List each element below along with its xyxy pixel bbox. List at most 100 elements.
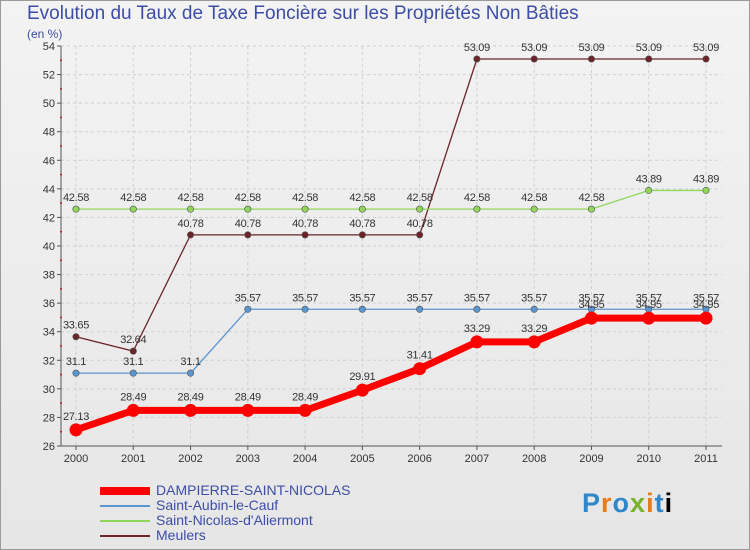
data-point [699, 311, 713, 325]
data-point [645, 55, 653, 63]
data-label: 28.49 [235, 391, 261, 403]
data-point [129, 347, 137, 355]
data-point [587, 205, 595, 213]
y-tick-label: 32 [43, 355, 55, 367]
legend-swatch-dampierre [100, 487, 150, 495]
data-label: 42.58 [235, 192, 261, 204]
data-point [416, 205, 424, 213]
logo-letter: o [612, 488, 631, 518]
data-label: 31.41 [407, 350, 433, 362]
data-point [470, 335, 484, 349]
y-axis-unit: (en %) [27, 27, 63, 41]
data-point [244, 231, 252, 239]
legend-swatch-saint-nicolas [100, 520, 150, 522]
data-point [355, 383, 369, 397]
y-tick-label: 38 [43, 270, 55, 282]
logo-letter: r [601, 488, 613, 518]
data-point [358, 231, 366, 239]
series-line-3 [72, 314, 710, 434]
data-point [642, 311, 656, 325]
y-tick-label: 40 [43, 241, 55, 253]
data-point [244, 205, 252, 213]
data-point [584, 311, 598, 325]
series-line-1 [75, 189, 707, 210]
y-tick-label: 28 [43, 412, 55, 424]
data-label: 42.58 [578, 192, 604, 204]
data-label: 35.57 [636, 292, 662, 304]
y-tick-label: 42 [43, 212, 55, 224]
data-label: 32.64 [120, 334, 146, 346]
data-label: 28.49 [292, 391, 318, 403]
data-label: 40.78 [407, 218, 433, 230]
logo-letter: i [646, 488, 655, 518]
data-label: 40.78 [349, 218, 375, 230]
data-point [301, 205, 309, 213]
data-label: 31.1 [123, 356, 143, 368]
data-label: 35.57 [521, 292, 547, 304]
data-label: 35.57 [407, 292, 433, 304]
x-tick-label: 2000 [64, 453, 88, 465]
data-label: 29.91 [349, 371, 375, 383]
axes: 26 28 30 32 34 36 38 40 42 44 46 48 50 52 54 2000 2001 20… [43, 41, 722, 465]
y-tick-label: 26 [43, 441, 55, 453]
legend-label-saint-aubin: Saint-Aubin-le-Cauf [156, 497, 279, 513]
x-tick-label: 2001 [121, 453, 145, 465]
data-label: 33.65 [63, 320, 89, 332]
data-label: 42.58 [63, 192, 89, 204]
data-label: 53.09 [636, 42, 662, 54]
data-label: 31.1 [180, 356, 200, 368]
data-point [416, 305, 424, 313]
chart-title: Evolution du Taux de Taxe Foncière sur l… [27, 3, 579, 24]
proxiti-logo: Proxiti [582, 488, 673, 519]
data-label: 42.58 [178, 192, 204, 204]
data-point [473, 55, 481, 63]
data-point [69, 423, 83, 437]
x-tick-label: 2010 [636, 453, 660, 465]
data-label: 33.29 [521, 323, 547, 335]
data-point [587, 55, 595, 63]
data-label: 35.57 [235, 292, 261, 304]
logo-letter: t [654, 488, 665, 518]
x-tick-label: 2009 [579, 453, 603, 465]
data-point [301, 305, 309, 313]
data-label: 42.58 [407, 192, 433, 204]
data-label: 34.95 [693, 299, 719, 311]
data-label: 31.1 [66, 356, 86, 368]
data-label: 43.89 [693, 173, 719, 185]
data-point [530, 305, 538, 313]
data-point [358, 205, 366, 213]
data-label: 53.09 [693, 42, 719, 54]
data-point [416, 231, 424, 239]
data-label: 42.58 [292, 192, 318, 204]
data-label: 35.57 [693, 292, 719, 304]
legend-label-dampierre: DAMPIERRE-SAINT-NICOLAS [156, 482, 351, 498]
x-tick-label: 2004 [293, 453, 317, 465]
y-tick-label: 30 [43, 384, 55, 396]
data-label: 53.09 [464, 42, 490, 54]
data-label: 40.78 [292, 218, 318, 230]
grid [61, 45, 722, 447]
data-label: 42.58 [464, 192, 490, 204]
data-point [301, 231, 309, 239]
x-tick-label: 2011 [694, 453, 718, 465]
series-line-2 [75, 308, 707, 374]
data-point [187, 369, 195, 377]
data-point [241, 403, 255, 417]
data-point [72, 205, 80, 213]
data-label: 40.78 [235, 218, 261, 230]
legend-swatch-meulers [100, 535, 150, 537]
data-point [129, 369, 137, 377]
data-point [530, 55, 538, 63]
data-label: 42.58 [120, 192, 146, 204]
y-tick-label: 50 [43, 98, 55, 110]
data-point [298, 403, 312, 417]
data-point [473, 205, 481, 213]
legend-label-saint-nicolas: Saint-Nicolas-d'Aliermont [156, 512, 313, 528]
data-label: 53.09 [521, 42, 547, 54]
legend-swatch-saint-aubin [100, 505, 150, 507]
data-label: 35.57 [349, 292, 375, 304]
x-tick-label: 2008 [522, 453, 546, 465]
data-point [244, 305, 252, 313]
y-tick-label: 44 [43, 184, 55, 196]
